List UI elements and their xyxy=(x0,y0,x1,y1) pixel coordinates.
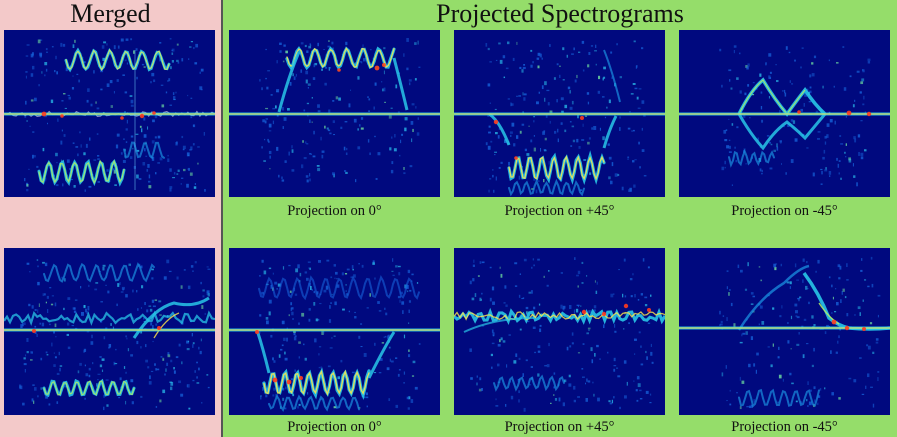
spectrogram-merged-row1 xyxy=(4,30,215,197)
spectrogram-projminus45-row2 xyxy=(679,248,890,415)
merged-title: Merged xyxy=(70,0,151,28)
spectrogram-merged-row2 xyxy=(4,248,215,415)
caption-projplus45-row2: Projection on +45° xyxy=(504,419,615,435)
spectrogram-projplus45-row2 xyxy=(454,248,665,415)
spectrogram-proj0-row1 xyxy=(229,30,440,197)
caption-projminus45-row1: Projection on -45° xyxy=(731,203,838,219)
caption-projminus45-row2: Projection on -45° xyxy=(731,419,838,435)
caption-proj0-row2: Projection on 0° xyxy=(287,419,382,435)
panel-divider xyxy=(221,0,223,437)
spectrogram-projminus45-row1 xyxy=(679,30,890,197)
projected-title: Projected Spectrograms xyxy=(436,0,684,28)
caption-proj0-row1: Projection on 0° xyxy=(287,203,382,219)
caption-projplus45-row1: Projection on +45° xyxy=(504,203,615,219)
spectrogram-projplus45-row1 xyxy=(454,30,665,197)
spectrogram-proj0-row2 xyxy=(229,248,440,415)
